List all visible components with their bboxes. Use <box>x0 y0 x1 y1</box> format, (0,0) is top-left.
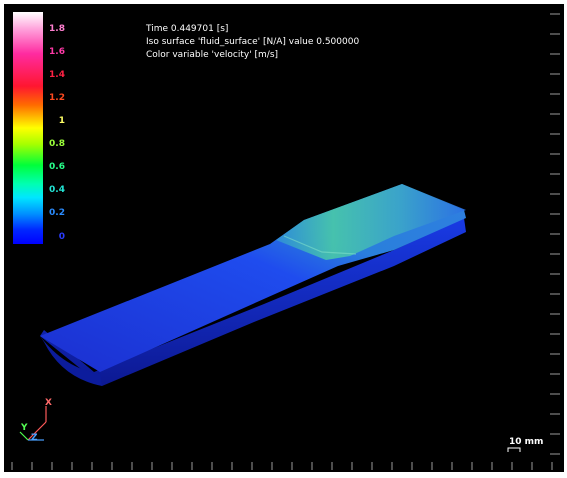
color-variable-readout: Color variable 'velocity' [m/s] <box>146 50 279 60</box>
colorbar-label: 1.8 <box>49 24 65 34</box>
iso-surface-readout: Iso surface 'fluid_surface' [N/A] value … <box>146 37 360 47</box>
colorbar-label: 1.2 <box>49 93 65 103</box>
bottom-ruler <box>11 462 553 470</box>
colorbar-label: 1.6 <box>49 47 65 57</box>
simulation-info: Time 0.449701 [s] Iso surface 'fluid_sur… <box>146 23 359 62</box>
colorbar-label: 0.8 <box>49 139 65 149</box>
colorbar-label: 0.2 <box>49 208 65 218</box>
axis-triad <box>19 406 47 441</box>
fluid-scene <box>11 13 560 470</box>
colorbar-label: 1.4 <box>49 70 65 80</box>
scale-label: 10 mm <box>509 437 544 447</box>
colorbar-label: 0.4 <box>49 185 65 195</box>
axis-y-label: Y <box>21 423 28 433</box>
axis-z-label: Z <box>31 433 38 443</box>
scale-bar <box>507 447 521 452</box>
fluid-front-edge <box>40 336 102 386</box>
fluid-wave-crest <box>276 184 466 260</box>
right-ruler <box>550 13 560 455</box>
wave-highlight <box>283 235 357 255</box>
3d-viewport[interactable]: 1.8 1.6 1.4 1.2 1 0.8 0.6 0.4 0.2 0 Time… <box>4 4 564 472</box>
velocity-colorbar <box>13 12 43 244</box>
colorbar-label: 0 <box>58 232 65 242</box>
axis-x-label: X <box>45 398 52 408</box>
fluid-side-face <box>40 218 466 386</box>
colorbar-label: 0.6 <box>49 162 65 172</box>
time-readout: Time 0.449701 [s] <box>146 24 229 34</box>
colorbar-label: 1 <box>58 116 65 126</box>
